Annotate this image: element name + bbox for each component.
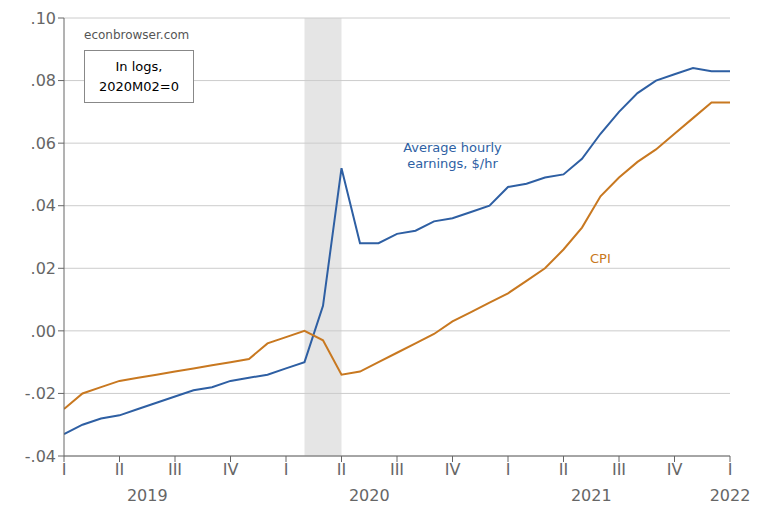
svg-text:II: II xyxy=(337,460,346,479)
svg-text:III: III xyxy=(390,460,404,479)
svg-text:2022: 2022 xyxy=(710,486,751,505)
svg-text:2019: 2019 xyxy=(127,486,168,505)
svg-text:I: I xyxy=(62,460,67,479)
svg-text:IV: IV xyxy=(223,460,239,479)
svg-text:.02: .02 xyxy=(31,259,56,278)
svg-text:.04: .04 xyxy=(31,196,56,215)
html-text:econbrowser.com: econbrowser.com xyxy=(84,28,190,42)
svg-text:I: I xyxy=(506,460,511,479)
html-text:In logs, 2020M02=0: In logs, 2020M02=0 xyxy=(99,59,179,94)
svg-text:-.04: -.04 xyxy=(25,447,56,466)
svg-text:.10: .10 xyxy=(31,9,56,28)
svg-text:IV: IV xyxy=(445,460,461,479)
svg-text:III: III xyxy=(168,460,182,479)
svg-text:CPI: CPI xyxy=(590,251,611,266)
svg-text:I: I xyxy=(284,460,289,479)
svg-text:.00: .00 xyxy=(31,322,56,341)
svg-text:2020: 2020 xyxy=(349,486,390,505)
svg-text:.08: .08 xyxy=(31,71,56,90)
svg-text:-.02: -.02 xyxy=(25,384,56,403)
svg-text:Average hourlyearnings, $/hr: Average hourlyearnings, $/hr xyxy=(403,140,502,171)
svg-text:IV: IV xyxy=(667,460,683,479)
svg-text:I: I xyxy=(728,460,733,479)
svg-text:.06: .06 xyxy=(31,134,56,153)
svg-text:II: II xyxy=(559,460,568,479)
svg-text:II: II xyxy=(115,460,124,479)
svg-text:2021: 2021 xyxy=(571,486,612,505)
svg-text:III: III xyxy=(612,460,626,479)
